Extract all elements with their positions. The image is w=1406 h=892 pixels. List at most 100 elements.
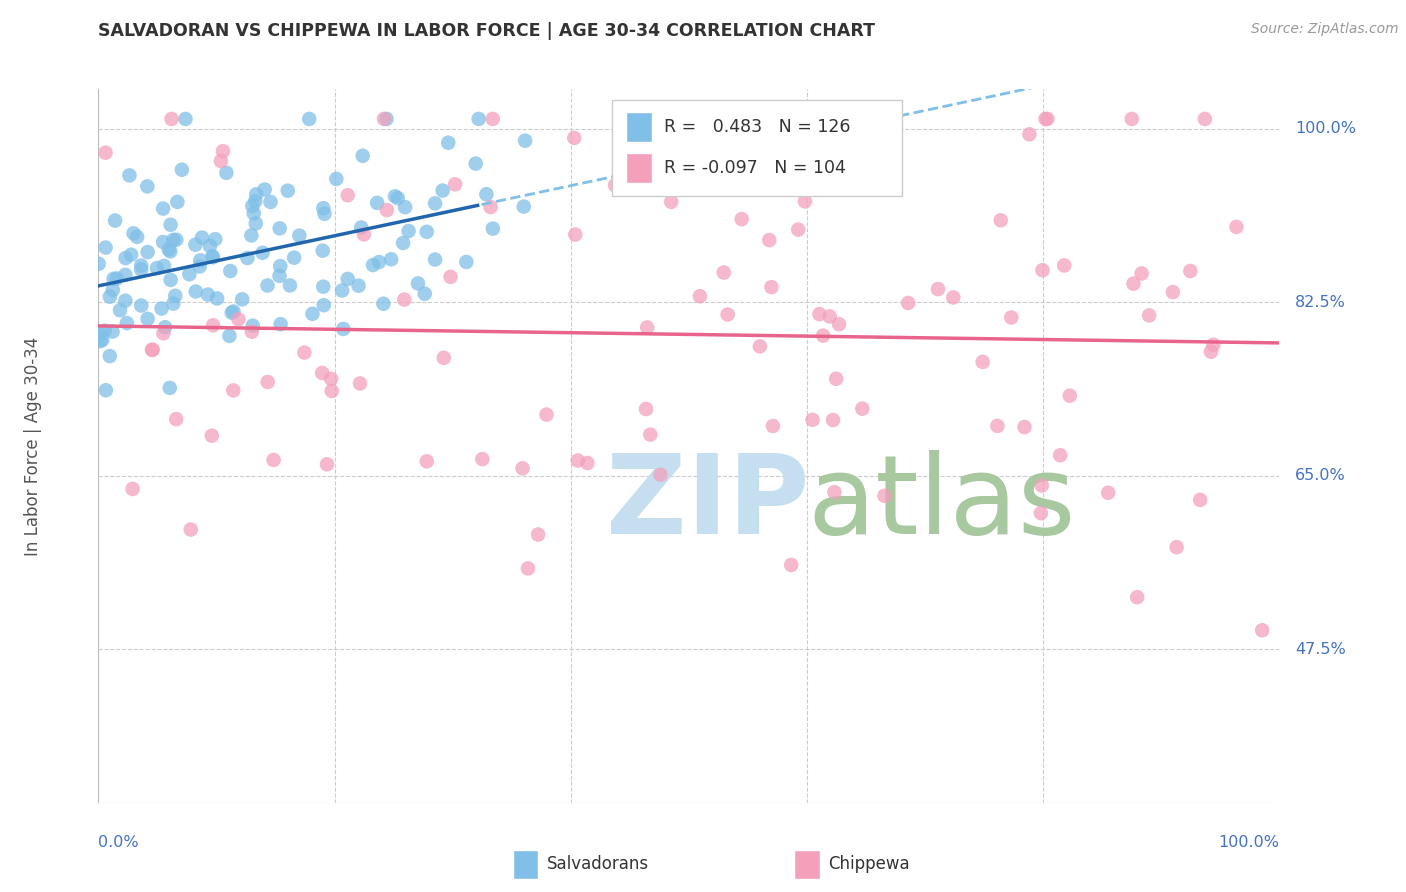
Point [873, 489, 896, 503]
Text: ZIP: ZIP [606, 450, 810, 557]
FancyBboxPatch shape [612, 100, 901, 196]
Point [1202, 338, 1225, 352]
Point [876, 144, 898, 158]
Point [236, 251, 259, 265]
Point [292, 345, 315, 359]
Point [222, 304, 245, 318]
Point [394, 200, 416, 214]
Point [1097, 485, 1119, 500]
Point [347, 278, 370, 293]
Point [245, 216, 267, 230]
Text: In Labor Force | Age 30-34: In Labor Force | Age 30-34 [24, 336, 42, 556]
Point [152, 326, 174, 341]
Point [423, 252, 446, 267]
Point [101, 283, 124, 297]
Point [89, 327, 111, 342]
Point [179, 267, 201, 281]
Point [754, 112, 776, 126]
FancyBboxPatch shape [626, 112, 652, 142]
Point [219, 264, 242, 278]
Point [373, 296, 395, 310]
Point [159, 244, 181, 259]
Text: 65.0%: 65.0% [1295, 468, 1346, 483]
Point [103, 272, 125, 286]
Text: 82.5%: 82.5% [1295, 294, 1346, 310]
Point [159, 381, 181, 395]
Point [1225, 219, 1247, 234]
Point [336, 188, 359, 202]
Point [1031, 263, 1053, 277]
Point [825, 372, 848, 386]
Point [481, 112, 503, 126]
Point [384, 189, 406, 203]
Point [94, 383, 117, 397]
Point [1053, 259, 1076, 273]
Text: 0.0%: 0.0% [98, 835, 139, 850]
Point [204, 232, 226, 246]
Point [375, 112, 398, 126]
Point [1166, 540, 1188, 554]
Point [269, 221, 291, 235]
Point [312, 244, 335, 258]
Point [986, 418, 1008, 433]
Point [394, 293, 416, 307]
Point [475, 187, 498, 202]
Point [1121, 112, 1143, 126]
Point [689, 289, 711, 303]
Point [269, 268, 291, 283]
Point [562, 131, 585, 145]
Point [153, 320, 176, 334]
Point [277, 184, 299, 198]
Point [1122, 277, 1144, 291]
Point [366, 195, 388, 210]
Point [527, 527, 550, 541]
Point [136, 311, 159, 326]
Point [316, 457, 339, 471]
Point [202, 318, 225, 333]
Point [576, 456, 599, 470]
Point [380, 252, 402, 267]
Point [392, 235, 415, 250]
Point [808, 307, 831, 321]
Point [851, 401, 873, 416]
Point [312, 298, 335, 312]
Text: 100.0%: 100.0% [1219, 835, 1279, 850]
Point [231, 293, 253, 307]
Point [432, 184, 454, 198]
Point [717, 308, 740, 322]
Point [201, 249, 224, 263]
Text: atlas: atlas [807, 450, 1076, 557]
Point [368, 255, 391, 269]
Point [1251, 624, 1274, 638]
Point [1035, 112, 1057, 126]
Point [259, 194, 281, 209]
Point [1137, 309, 1160, 323]
Point [129, 259, 152, 273]
Point [319, 372, 342, 386]
Point [142, 343, 165, 357]
Point [222, 384, 245, 398]
Point [471, 452, 494, 467]
Point [730, 212, 752, 227]
Point [118, 169, 141, 183]
Point [162, 233, 184, 247]
Text: Chippewa: Chippewa [828, 855, 910, 873]
Point [240, 228, 263, 243]
Point [398, 224, 420, 238]
Point [252, 245, 274, 260]
Point [170, 162, 193, 177]
Point [1130, 267, 1153, 281]
Point [325, 172, 347, 186]
Point [159, 218, 181, 232]
Point [127, 230, 149, 244]
Text: SALVADORAN VS CHIPPEWA IN LABOR FORCE | AGE 30-34 CORRELATION CHART: SALVADORAN VS CHIPPEWA IN LABOR FORCE | … [98, 22, 876, 40]
Point [283, 251, 305, 265]
Point [270, 317, 292, 331]
Point [298, 112, 321, 126]
Point [603, 178, 626, 193]
Point [1000, 310, 1022, 325]
Point [150, 301, 173, 316]
Point [1029, 506, 1052, 520]
Text: R = -0.097   N = 104: R = -0.097 N = 104 [664, 159, 846, 177]
Point [1126, 591, 1149, 605]
